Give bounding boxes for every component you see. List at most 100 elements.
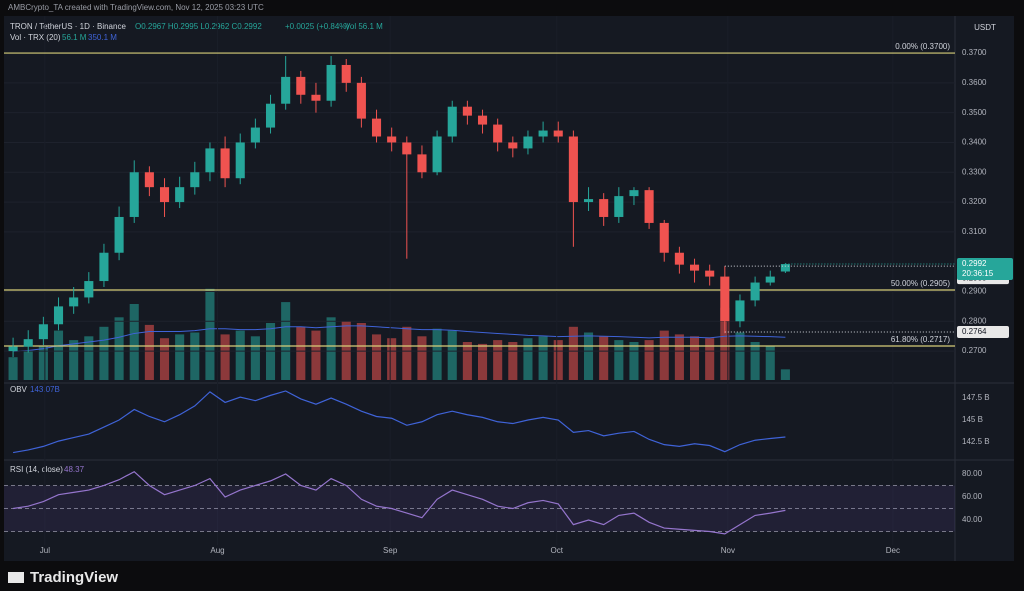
candle-body xyxy=(674,252,684,265)
candle-body xyxy=(493,124,503,143)
last-price-label: 0.2992 xyxy=(962,259,987,268)
volume-bar xyxy=(674,334,684,380)
x-tick-label: Dec xyxy=(886,546,900,555)
y-tick-label: 40.00 xyxy=(962,515,983,524)
volume-bar xyxy=(553,340,563,380)
indicator-line xyxy=(12,390,786,454)
candle-body xyxy=(780,264,790,272)
candle-body xyxy=(432,136,442,173)
candle-body xyxy=(387,136,397,143)
x-tick-label: Nov xyxy=(721,546,735,555)
x-tick-label: Jul xyxy=(40,546,50,555)
candle-body xyxy=(281,76,291,104)
volume-bar xyxy=(493,340,503,380)
candle-body xyxy=(69,297,79,307)
candle-body xyxy=(720,276,730,322)
volume-bar xyxy=(447,330,457,380)
candle-body xyxy=(311,94,321,101)
volume-bar xyxy=(341,321,351,380)
y-tick-label: 60.00 xyxy=(962,492,983,501)
candle-body xyxy=(614,196,624,217)
candle-body xyxy=(53,306,64,325)
vol-value: 56.1 M xyxy=(62,33,87,42)
credit: AMBCrypto_TA created with TradingView.co… xyxy=(8,3,264,12)
vol-ma-value: 350.1 M xyxy=(88,33,117,42)
candle-body xyxy=(326,64,336,101)
fib-label: 50.00% (0.2905) xyxy=(891,279,950,288)
y-tick-label: 0.2800 xyxy=(962,316,987,325)
candle-body xyxy=(341,64,351,83)
candle-body xyxy=(114,216,124,253)
change: +0.0025 (+0.84%) xyxy=(285,22,349,31)
last-price-tag xyxy=(957,258,1013,281)
candle-body xyxy=(159,187,170,203)
volume-bar xyxy=(644,340,654,380)
y-tick-label: 0.3700 xyxy=(962,48,987,57)
volume-bar xyxy=(99,326,109,380)
candle-body xyxy=(265,103,276,128)
volume-bar xyxy=(387,338,397,380)
y-tick-label: 0.3200 xyxy=(962,197,987,206)
volume-bar xyxy=(523,338,533,380)
y-tick-label: 0.3300 xyxy=(962,167,987,176)
volume-bar xyxy=(205,288,215,380)
candle-body xyxy=(175,187,185,203)
x-tick-label: Oct xyxy=(551,546,564,555)
volume-bar xyxy=(417,336,427,380)
x-tick-label: Sep xyxy=(383,546,398,555)
volume-bar xyxy=(538,336,548,380)
chart-area xyxy=(4,16,1014,561)
logo-icon xyxy=(8,572,24,583)
volume-bar xyxy=(705,338,715,380)
candle-body xyxy=(23,339,33,347)
x-tick-label: Aug xyxy=(210,546,224,555)
volume-bar xyxy=(765,345,775,380)
volume-bar xyxy=(477,343,488,380)
volume-bar xyxy=(53,330,64,380)
volume-bar xyxy=(432,328,442,380)
obv-title: OBV xyxy=(10,385,28,394)
currency: USDT xyxy=(974,23,996,32)
pair: TRON / TetherUS · 1D · Binance xyxy=(10,22,126,31)
volume-bar xyxy=(508,342,518,380)
volume-ma xyxy=(13,325,786,352)
volume-bar xyxy=(735,332,745,380)
candle-body xyxy=(99,252,109,282)
volume-bar xyxy=(175,334,185,380)
y-tick-label: 147.5 B xyxy=(962,393,990,402)
volume-bar xyxy=(220,334,230,380)
y-tick-label: 80.00 xyxy=(962,469,983,478)
volume-bar xyxy=(689,336,700,380)
volume-bar xyxy=(281,302,291,380)
candle-body xyxy=(447,106,457,137)
volume-bar xyxy=(371,334,382,380)
volume-bar xyxy=(326,317,336,380)
candle-body xyxy=(735,300,745,322)
candle-body xyxy=(129,172,139,217)
candle-body xyxy=(538,130,548,137)
y-tick-label: 0.3600 xyxy=(962,78,987,87)
candle-body xyxy=(508,142,518,149)
candle-body xyxy=(402,142,412,155)
y-tick-label: 0.2700 xyxy=(962,346,987,355)
volume-bar xyxy=(114,317,124,380)
candle-body xyxy=(523,136,533,149)
candle-body xyxy=(750,282,760,301)
volume-bar xyxy=(190,332,200,380)
band-fill xyxy=(4,485,955,532)
candle-body xyxy=(190,172,200,188)
candle-body xyxy=(8,346,18,352)
y-tick-label: 0.3500 xyxy=(962,108,987,117)
y-tick-label: 0.2900 xyxy=(962,287,987,296)
rsi-title: RSI (14, close) xyxy=(10,465,63,474)
volume-bar xyxy=(659,330,669,380)
volume-bar xyxy=(296,326,306,380)
volume-bar xyxy=(750,342,760,380)
price-tag-label: 0.2764 xyxy=(962,327,987,336)
candle-body xyxy=(38,324,48,340)
fib-label: 0.00% (0.3700) xyxy=(895,42,950,51)
ohlc: O0.2967 H0.2995 L0.2962 C0.2992 xyxy=(135,22,262,31)
fib-label: 61.80% (0.2717) xyxy=(891,335,950,344)
candle-body xyxy=(84,281,94,298)
candle-body xyxy=(144,172,154,188)
